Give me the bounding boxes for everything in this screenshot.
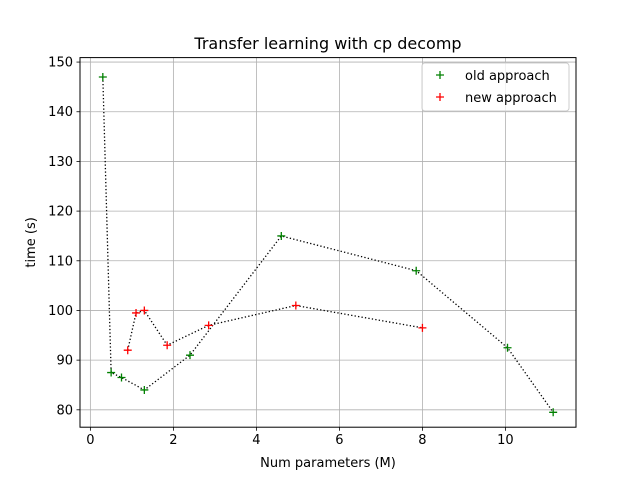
chart-title: Transfer learning with cp decomp [193, 34, 461, 53]
data-point [107, 368, 116, 377]
x-tick-label: 2 [169, 433, 177, 448]
data-point [503, 343, 512, 352]
data-point [412, 266, 421, 275]
x-tick-label: 8 [418, 433, 426, 448]
data-point [549, 408, 558, 417]
x-axis-label: Num parameters (M) [260, 456, 396, 471]
y-tick-label: 140 [48, 105, 73, 120]
data-point [123, 346, 132, 355]
data-point [140, 385, 149, 394]
legend-label: old approach [465, 69, 550, 84]
y-tick-label: 90 [56, 354, 73, 369]
x-tick-label: 10 [497, 433, 514, 448]
data-point [98, 72, 107, 81]
grid [80, 57, 576, 428]
x-tick-label: 4 [252, 433, 260, 448]
y-axis-label: time (s) [24, 217, 39, 267]
y-tick-label: 130 [48, 155, 73, 170]
y-tick-label: 150 [48, 56, 73, 71]
data-point [140, 306, 149, 315]
series-markers [98, 72, 558, 417]
y-tick-label: 80 [56, 403, 73, 418]
legend-marker [436, 93, 444, 101]
legend: old approach new approach [421, 62, 570, 112]
data-point [277, 231, 286, 240]
data-point [132, 308, 141, 317]
data-point [418, 323, 427, 332]
data-point [204, 321, 213, 330]
data-point [291, 301, 300, 310]
legend-marker [436, 71, 444, 79]
legend-label: new approach [465, 91, 557, 106]
y-tick-label: 120 [48, 205, 73, 220]
series-line-old-approach [102, 76, 554, 413]
data-point [117, 373, 126, 382]
x-tick-label: 6 [335, 433, 343, 448]
data-point [163, 341, 172, 350]
y-tick-label: 110 [48, 254, 73, 269]
y-ticks: 80 90 100 110 120 130 140 150 [48, 56, 80, 418]
plot-area-frame [79, 57, 577, 428]
x-tick-label: 0 [86, 433, 94, 448]
x-ticks: 0 2 4 6 8 10 [86, 427, 514, 448]
y-tick-label: 100 [48, 304, 73, 319]
data-point [185, 351, 194, 360]
legend-frame [421, 62, 570, 112]
